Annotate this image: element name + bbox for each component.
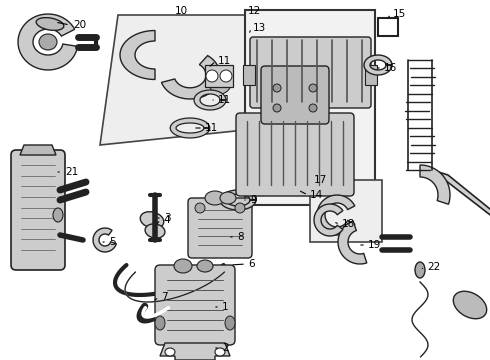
Polygon shape [93,228,117,252]
Text: 5: 5 [109,237,116,247]
Polygon shape [432,170,490,345]
Text: 9: 9 [250,195,257,205]
FancyBboxPatch shape [11,150,65,270]
Ellipse shape [235,203,245,213]
Text: 1: 1 [222,302,229,312]
Polygon shape [20,145,56,155]
Text: 2: 2 [222,343,229,353]
Polygon shape [338,221,367,264]
Ellipse shape [155,316,165,330]
Text: 14: 14 [310,190,323,200]
Ellipse shape [273,104,281,112]
Text: 10: 10 [175,6,188,16]
Ellipse shape [220,70,232,82]
Text: 7: 7 [161,292,168,302]
FancyBboxPatch shape [236,113,354,196]
Bar [365,65,377,85]
Ellipse shape [205,191,225,205]
Text: 19: 19 [368,240,381,250]
Bar [205,65,233,87]
Polygon shape [170,118,210,138]
Text: 12: 12 [248,6,261,16]
Polygon shape [194,90,226,110]
Text: 11: 11 [218,56,231,66]
Text: 18: 18 [342,219,355,229]
Ellipse shape [309,84,317,92]
Ellipse shape [53,208,63,222]
Ellipse shape [206,70,218,82]
Text: 15: 15 [393,9,406,19]
FancyBboxPatch shape [261,66,329,124]
Ellipse shape [215,348,225,356]
Polygon shape [120,31,155,80]
Text: 17: 17 [314,175,327,185]
Polygon shape [420,165,450,204]
Text: 4: 4 [163,215,170,225]
Text: 20: 20 [73,20,86,30]
FancyBboxPatch shape [155,265,235,345]
Bar [310,180,382,242]
Text: 22: 22 [427,262,440,272]
Ellipse shape [208,66,232,94]
Ellipse shape [309,104,317,112]
Polygon shape [162,55,220,99]
Polygon shape [314,204,343,236]
Ellipse shape [145,224,165,238]
Ellipse shape [225,316,235,330]
Polygon shape [160,343,230,360]
Bar [243,65,255,85]
Polygon shape [317,195,355,235]
Ellipse shape [197,260,213,272]
Text: 21: 21 [65,167,78,177]
Text: 11: 11 [205,123,218,133]
Ellipse shape [165,348,175,356]
Polygon shape [100,15,245,145]
Ellipse shape [36,18,64,30]
Text: 3: 3 [164,213,171,223]
FancyBboxPatch shape [188,198,252,258]
Polygon shape [18,14,77,70]
Text: 6: 6 [248,259,255,269]
Polygon shape [364,55,392,75]
Text: 16: 16 [384,63,397,73]
Ellipse shape [453,291,487,319]
Ellipse shape [415,262,425,278]
Ellipse shape [39,34,57,50]
Ellipse shape [174,259,192,273]
Ellipse shape [140,212,164,228]
Bar [245,10,375,205]
Text: 13: 13 [253,23,266,33]
Text: 8: 8 [237,232,244,242]
Ellipse shape [195,203,205,213]
FancyBboxPatch shape [250,37,371,108]
Ellipse shape [220,192,236,204]
Ellipse shape [273,84,281,92]
Text: 11: 11 [218,95,231,105]
Polygon shape [220,190,256,210]
